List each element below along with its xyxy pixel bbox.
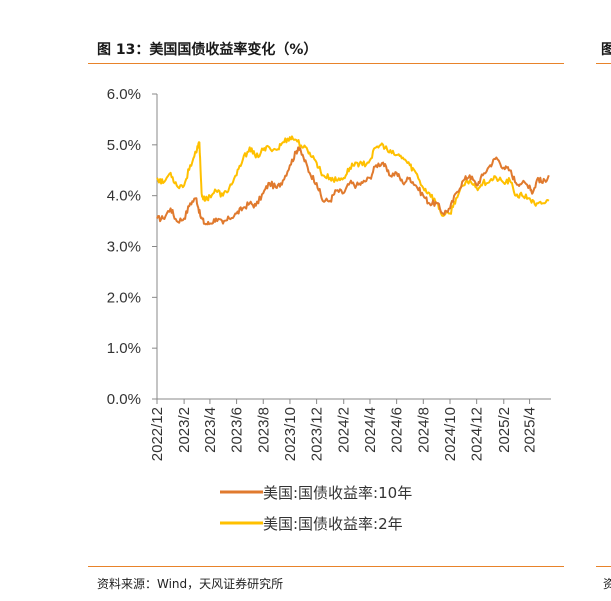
x-tick-label: 2025/2 <box>496 407 513 453</box>
x-tick-label: 2023/8 <box>255 407 272 453</box>
source-note: 资料来源：Wind，天风证券研究所 <box>97 577 284 591</box>
legend-label: 美国:国债收益率:2年 <box>263 515 403 533</box>
x-tick-label: 2023/10 <box>282 407 299 461</box>
y-tick-label: 1.0% <box>107 340 141 357</box>
x-tick-label: 2024/6 <box>389 407 406 453</box>
series-line-10y <box>156 146 550 226</box>
x-tick-label: 2024/10 <box>442 407 459 461</box>
y-tick-label: 5.0% <box>107 137 141 154</box>
title-divider <box>88 63 564 64</box>
series-line-2y <box>156 135 550 217</box>
y-tick-label: 6.0% <box>107 86 141 103</box>
adjacent-title-divider <box>596 63 611 64</box>
x-tick-label: 2023/12 <box>309 407 326 461</box>
chart-series <box>156 135 550 226</box>
legend-item-10y: 美国:国债收益率:10年 <box>220 484 412 502</box>
x-tick-label: 2025/4 <box>522 407 539 453</box>
y-tick-label: 3.0% <box>107 239 141 256</box>
adjacent-figure-title-fragment: 图 <box>601 42 611 58</box>
x-tick-label: 2023/4 <box>202 407 219 453</box>
figure-title: 图 13：美国国债收益率变化（%） <box>97 42 318 58</box>
source-divider <box>88 566 564 567</box>
legend-label: 美国:国债收益率:10年 <box>263 484 412 502</box>
y-tick-label: 0.0% <box>107 391 141 408</box>
y-tick-label: 2.0% <box>107 289 141 306</box>
y-tick-label: 4.0% <box>107 188 141 205</box>
legend-item-2y: 美国:国债收益率:2年 <box>220 515 403 533</box>
chart-axes: 0.0% 1.0% 2.0% 3.0% 4.0% 5.0% 6.0% 2022/12 2023/… <box>107 86 551 461</box>
x-tick-label: 2024/4 <box>362 407 379 453</box>
adjacent-source-fragment: 资 <box>603 577 611 591</box>
x-tick-label: 2023/2 <box>176 407 193 453</box>
x-tick-label: 2024/2 <box>336 407 353 453</box>
x-tick-label: 2023/6 <box>229 407 246 453</box>
adjacent-source-divider <box>596 566 611 567</box>
x-tick-label: 2022/12 <box>149 407 166 461</box>
x-tick-label: 2024/12 <box>469 407 486 461</box>
x-tick-label: 2024/8 <box>415 407 432 453</box>
